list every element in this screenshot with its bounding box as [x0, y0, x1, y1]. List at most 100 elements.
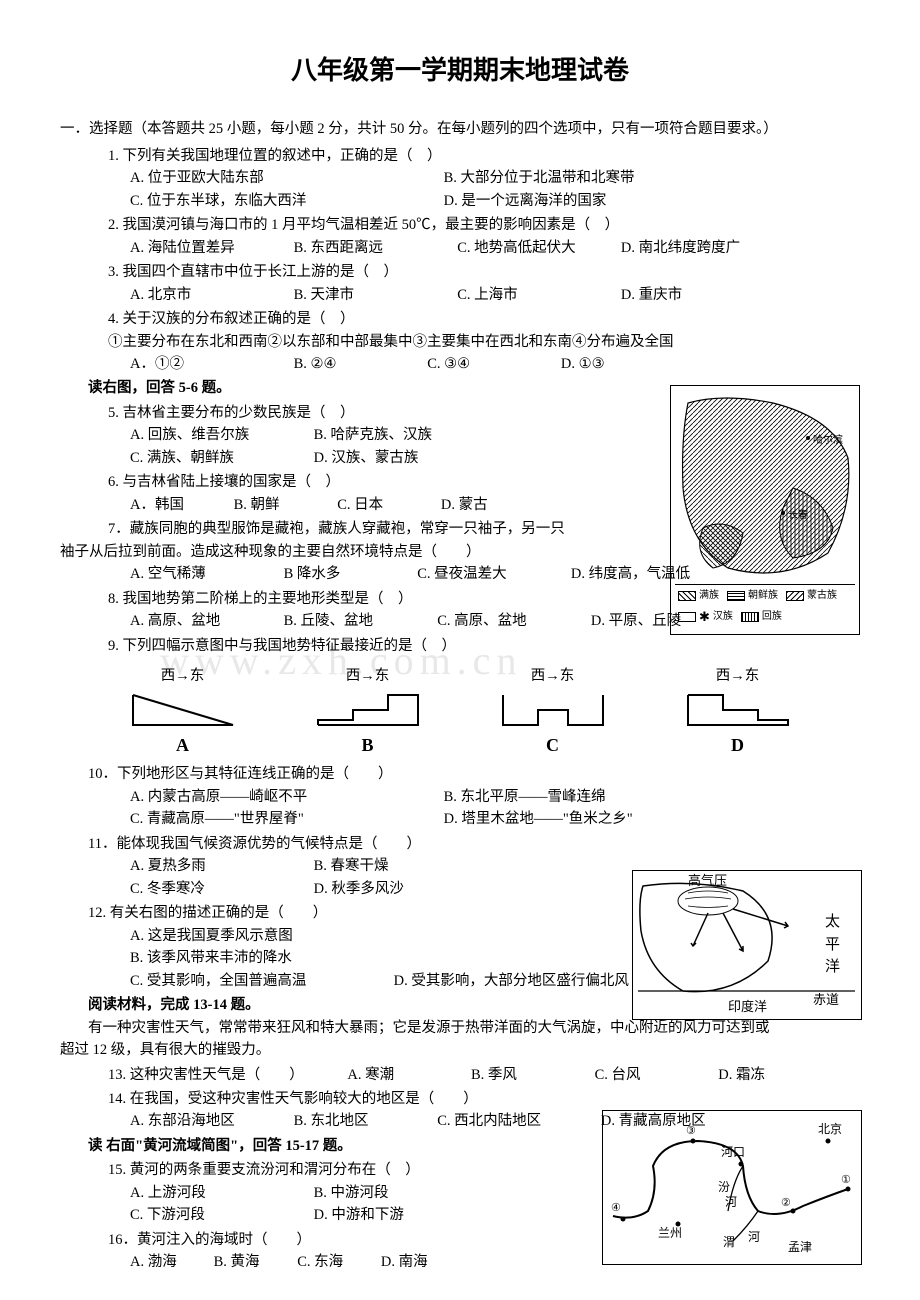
- q1-stem: 1. 下列有关我国地理位置的叙述中，正确的是（ ）: [60, 145, 860, 167]
- q6-opt-b: B. 朝鲜: [234, 494, 334, 516]
- q3-opt-a: A. 北京市: [130, 284, 290, 306]
- section-intro: 一．选择题（本答题共 25 小题，每小题 2 分，共计 50 分。在每小题列的四…: [60, 118, 860, 140]
- q10-opt-c: C. 青藏高原——"世界屋脊": [130, 808, 440, 830]
- q13-opt-a: A. 寒潮: [347, 1064, 467, 1086]
- q6-stem: 6. 与吉林省陆上接壤的国家是（ ）: [60, 471, 860, 493]
- q15-opt-b: B. 中游河段: [314, 1182, 624, 1204]
- q11-opt-b: B. 春寒干燥: [314, 855, 624, 877]
- question-2: 2. 我国漠河镇与海口市的 1 月平均气温相差近 50℃，最主要的影响因素是（ …: [60, 214, 860, 259]
- q5-opt-b: B. 哈萨克族、汉族: [314, 424, 624, 446]
- question-11: 11．能体现我国气候资源优势的气候特点是（ ） A. 夏热多雨 B. 春寒干燥 …: [60, 833, 860, 900]
- q1-opt-c: C. 位于东半球，东临大西洋: [130, 190, 440, 212]
- question-8: 8. 我国地势第二阶梯上的主要地形类型是（ ） A. 高原、盆地 B. 丘陵、盆…: [60, 588, 860, 633]
- q3-opt-c: C. 上海市: [457, 284, 617, 306]
- q5-stem: 5. 吉林省主要分布的少数民族是（ ）: [60, 402, 860, 424]
- terrain-a: 西→东 A: [128, 665, 238, 759]
- question-16: 16．黄河注入的海域时（ ） A. 渤海 B. 黄海 C. 东海 D. 南海: [60, 1229, 860, 1274]
- q15-opt-a: A. 上游河段: [130, 1182, 310, 1204]
- q2-stem: 2. 我国漠河镇与海口市的 1 月平均气温相差近 50℃，最主要的影响因素是（ …: [60, 214, 860, 236]
- q4-opt-b: B. ②④: [294, 353, 424, 375]
- q10-opt-b: B. 东北平原——雪峰连绵: [444, 786, 754, 808]
- question-9: 9. 下列四幅示意图中与我国地势特征最接近的是（ ）: [60, 635, 860, 657]
- dir-a: 西→东: [128, 665, 238, 687]
- dir-c: 西→东: [498, 665, 608, 687]
- q7-opt-d: D. 纬度高，气温低: [571, 563, 731, 585]
- read-5-6: 读右图，回答 5-6 题。: [60, 377, 860, 399]
- dir-b: 西→东: [313, 665, 423, 687]
- q8-opt-a: A. 高原、盆地: [130, 610, 280, 632]
- question-1: 1. 下列有关我国地理位置的叙述中，正确的是（ ） A. 位于亚欧大陆东部 B.…: [60, 145, 860, 212]
- letter-b: B: [313, 732, 423, 760]
- q3-opt-d: D. 重庆市: [621, 284, 781, 306]
- q3-opt-b: B. 天津市: [294, 284, 454, 306]
- letter-a: A: [128, 732, 238, 760]
- q12-opt-a: A. 这是我国夏季风示意图: [130, 925, 860, 947]
- q16-opt-d: D. 南海: [381, 1254, 428, 1270]
- q13-opt-c: C. 台风: [595, 1064, 715, 1086]
- q4-sub: ①主要分布在东北和西南②以东部和中部最集中③主要集中在西北和东南④分布遍及全国: [60, 331, 860, 353]
- terrain-b: 西→东 B: [313, 665, 423, 759]
- material-13-14-2: 超过 12 级，具有很大的摧毁力。: [60, 1039, 860, 1061]
- q14-stem: 14. 在我国，受这种灾害性天气影响较大的地区是（ ）: [60, 1088, 860, 1110]
- terrain-d-svg: [683, 690, 793, 730]
- q6-opt-a: A．韩国: [130, 494, 230, 516]
- terrain-c-svg: [498, 690, 608, 730]
- q12-opt-c: C. 受其影响，全国普遍高温: [130, 970, 390, 992]
- q11-stem: 11．能体现我国气候资源优势的气候特点是（ ）: [60, 833, 860, 855]
- q11-opt-c: C. 冬季寒冷: [130, 878, 310, 900]
- q1-opt-a: A. 位于亚欧大陆东部: [130, 167, 440, 189]
- question-6: 6. 与吉林省陆上接壤的国家是（ ） A．韩国 B. 朝鲜 C. 日本 D. 蒙…: [60, 471, 860, 516]
- q4-stem: 4. 关于汉族的分布叙述正确的是（ ）: [60, 308, 860, 330]
- q5-opt-a: A. 回族、维吾尔族: [130, 424, 310, 446]
- letter-c: C: [498, 732, 608, 760]
- question-7: 7．藏族同胞的典型服饰是藏袍，藏族人穿藏袍，常穿一只袖子，另一只 袖子从后拉到前…: [60, 518, 860, 585]
- q15-stem: 15. 黄河的两条重要支流汾河和渭河分布在（ ）: [60, 1159, 860, 1181]
- q3-stem: 3. 我国四个直辖市中位于长江上游的是（ ）: [60, 261, 860, 283]
- q14-opt-a: A. 东部沿海地区: [130, 1110, 290, 1132]
- q11-opt-a: A. 夏热多雨: [130, 855, 310, 877]
- q13-stem: 13. 这种灾害性天气是（ ）: [108, 1067, 304, 1083]
- question-15: 15. 黄河的两条重要支流汾河和渭河分布在（ ） A. 上游河段 B. 中游河段…: [60, 1159, 860, 1226]
- q9-stem: 9. 下列四幅示意图中与我国地势特征最接近的是（ ）: [60, 635, 860, 657]
- exam-title: 八年级第一学期期末地理试卷: [60, 50, 860, 90]
- q8-stem: 8. 我国地势第二阶梯上的主要地形类型是（ ）: [60, 588, 860, 610]
- read-15-17: 读 右面"黄河流域简图"，回答 15-17 题。: [60, 1135, 860, 1157]
- q4-opt-a: A．①②: [130, 353, 290, 375]
- q10-opt-a: A. 内蒙古高原——崎岖不平: [130, 786, 440, 808]
- question-12: 12. 有关右图的描述正确的是（ ） A. 这是我国夏季风示意图 B. 该季风带…: [60, 902, 860, 992]
- exam-content: 八年级第一学期期末地理试卷 一．选择题（本答题共 25 小题，每小题 2 分，共…: [60, 50, 860, 1274]
- terrain-a-svg: [128, 690, 238, 730]
- dir-d: 西→东: [683, 665, 793, 687]
- q4-opt-d: D. ①③: [561, 353, 721, 375]
- q7-stem1: 7．藏族同胞的典型服饰是藏袍，藏族人穿藏袍，常穿一只袖子，另一只: [60, 518, 860, 540]
- q8-opt-c: C. 高原、盆地: [437, 610, 587, 632]
- q7-opt-a: A. 空气稀薄: [130, 563, 280, 585]
- q7-stem2: 袖子从后拉到前面。造成这种现象的主要自然环境特点是（ ）: [60, 541, 860, 563]
- q10-stem: 10．下列地形区与其特征连线正确的是（ ）: [60, 763, 860, 785]
- q14-opt-c: C. 西北内陆地区: [437, 1110, 597, 1132]
- terrain-diagrams: 西→东 A 西→东 B 西→东 C 西→东 D: [60, 659, 860, 761]
- q6-opt-c: C. 日本: [337, 494, 437, 516]
- q12-opt-d: D. 受其影响，大部分地区盛行偏北风: [394, 973, 629, 989]
- q1-opt-d: D. 是一个远离海洋的国家: [444, 190, 754, 212]
- terrain-b-svg: [313, 690, 423, 730]
- question-10: 10．下列地形区与其特征连线正确的是（ ） A. 内蒙古高原——崎岖不平 B. …: [60, 763, 860, 830]
- q11-opt-d: D. 秋季多风沙: [314, 878, 624, 900]
- q13-opt-b: B. 季风: [471, 1064, 591, 1086]
- q12-stem: 12. 有关右图的描述正确的是（ ）: [60, 902, 860, 924]
- question-5: 5. 吉林省主要分布的少数民族是（ ） A. 回族、维吾尔族 B. 哈萨克族、汉…: [60, 402, 860, 469]
- q15-opt-d: D. 中游和下游: [314, 1204, 624, 1226]
- q2-opt-c: C. 地势高低起伏大: [457, 237, 617, 259]
- q1-opt-b: B. 大部分位于北温带和北寒带: [444, 167, 754, 189]
- question-13: 13. 这种灾害性天气是（ ） A. 寒潮 B. 季风 C. 台风 D. 霜冻: [60, 1064, 860, 1086]
- terrain-d: 西→东 D: [683, 665, 793, 759]
- q16-opt-c: C. 东海: [297, 1251, 377, 1273]
- q15-opt-c: C. 下游河段: [130, 1204, 310, 1226]
- question-14: 14. 在我国，受这种灾害性天气影响较大的地区是（ ） A. 东部沿海地区 B.…: [60, 1088, 860, 1133]
- q5-opt-c: C. 满族、朝鲜族: [130, 447, 310, 469]
- letter-d: D: [683, 732, 793, 760]
- q4-opt-c: C. ③④: [427, 353, 557, 375]
- q8-opt-b: B. 丘陵、盆地: [284, 610, 434, 632]
- read-13-14: 阅读材料，完成 13-14 题。: [60, 994, 860, 1016]
- q7-opt-c: C. 昼夜温差大: [417, 563, 567, 585]
